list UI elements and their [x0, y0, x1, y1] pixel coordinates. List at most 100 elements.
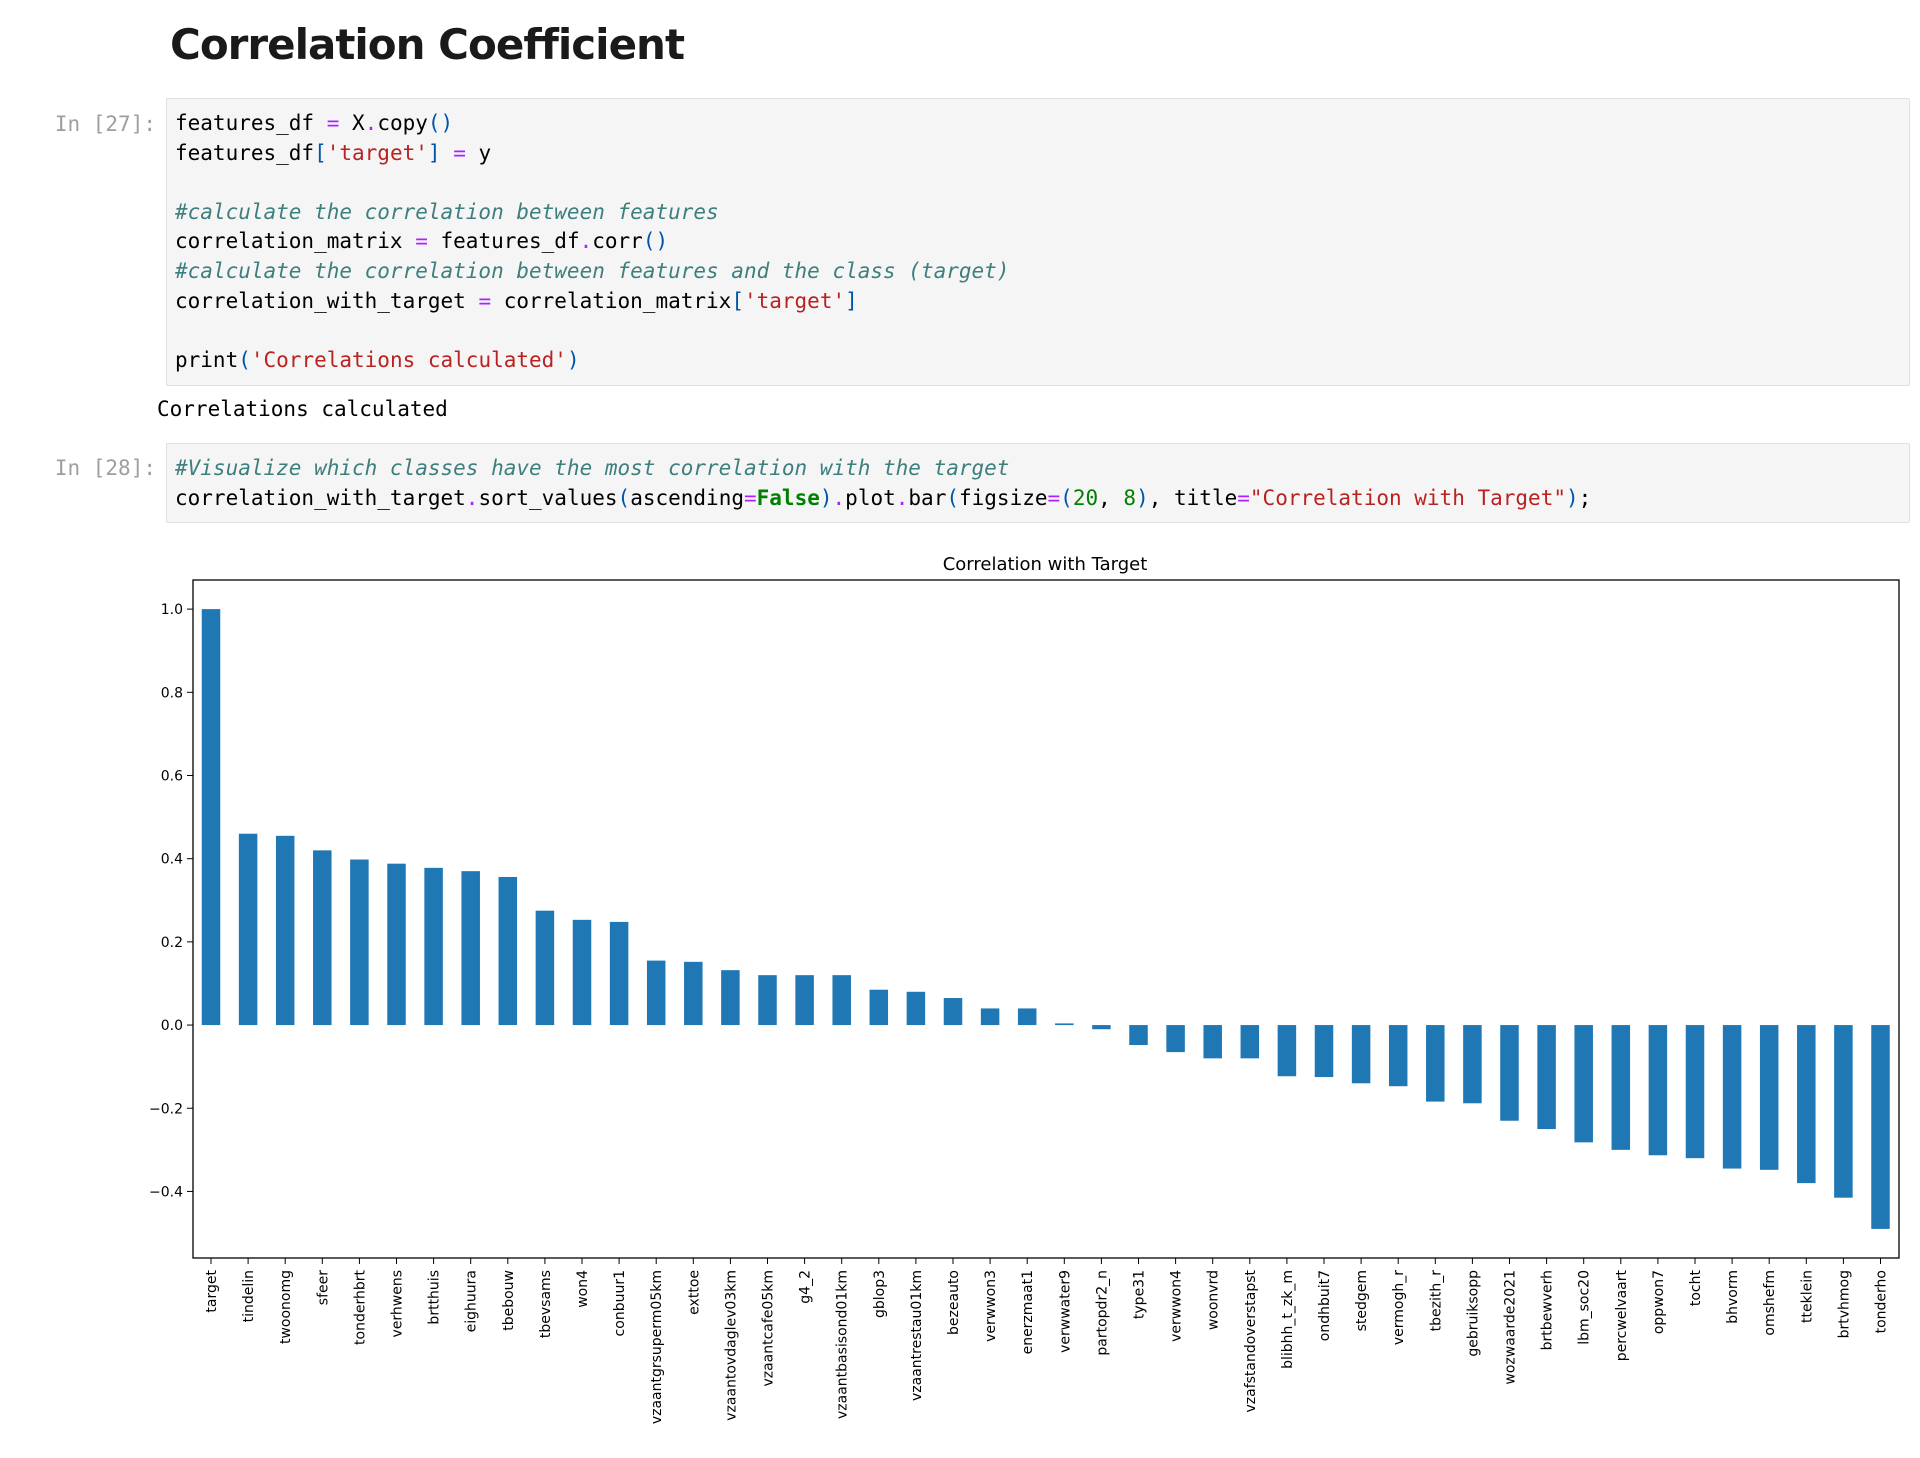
code-token: .	[579, 229, 593, 254]
code-token: False	[756, 485, 820, 510]
x-tick-label: woonvrd	[1206, 1270, 1222, 1330]
code-token: [	[731, 288, 744, 313]
code-token: (	[946, 485, 959, 510]
plot-frame	[192, 579, 1900, 1259]
x-tick-label: partopdr2_n	[1094, 1270, 1110, 1356]
code-token: .	[895, 485, 909, 510]
x-tick-label: tonderho	[1874, 1270, 1890, 1333]
code-token: ascending	[630, 485, 744, 510]
code-token: =	[1047, 485, 1061, 510]
code-line: #Visualize which classes have the most c…	[175, 454, 1901, 484]
bar-vermogh_r	[1388, 1025, 1408, 1087]
code-token: 20	[1072, 485, 1099, 510]
code-token: (	[1060, 485, 1073, 510]
x-tick-label: wozwaarde2021	[1503, 1270, 1519, 1385]
code-token: [	[314, 140, 327, 165]
bar-type31	[1129, 1025, 1148, 1046]
code-token: X	[339, 111, 365, 135]
x-tick-label: exttoe	[686, 1270, 702, 1315]
code-token	[441, 141, 454, 165]
x-tick-label: vzafstandoverstapst	[1243, 1269, 1259, 1412]
code-token: correlation_with_target	[175, 288, 479, 313]
x-tick-label: vzaantrestau01km	[909, 1270, 925, 1401]
code-token: (	[238, 347, 251, 372]
x-tick-label: type31	[1132, 1270, 1148, 1319]
code-token: corr	[592, 229, 643, 254]
bar-vzaantbasisond01km	[832, 975, 851, 1026]
code-token: features_df	[427, 229, 580, 254]
code-token: )	[819, 485, 833, 510]
bar-lbm_soc20	[1574, 1025, 1593, 1143]
x-tick-label: target	[204, 1270, 220, 1313]
x-tick-label: verwwater9	[1057, 1270, 1073, 1353]
code-token: 8	[1123, 485, 1137, 510]
bar-bhvorm	[1722, 1025, 1742, 1169]
x-tick-label: sfeer	[315, 1270, 331, 1305]
code-token: (	[617, 485, 631, 510]
bar-vzaantcafe05km	[758, 975, 777, 1026]
bar-twoonomg	[275, 835, 295, 1026]
bar-verhwens	[387, 863, 406, 1026]
code-token: ;	[1578, 485, 1592, 510]
code-token: features_df	[175, 111, 327, 135]
bar-verwwater9	[1055, 1023, 1074, 1026]
bar-brtthuis	[424, 867, 443, 1026]
bar-gblop3	[869, 989, 889, 1026]
x-tick-label: vermogh_r	[1391, 1270, 1407, 1345]
y-tick-label: 0.8	[161, 685, 183, 701]
code-token: #calculate the correlation between featu…	[175, 199, 719, 224]
bar-g4_2	[795, 975, 814, 1026]
x-tick-label: lbm_soc20	[1577, 1270, 1593, 1345]
x-tick-label: ondhbuit7	[1317, 1270, 1333, 1341]
x-tick-label: blibhh_t_zk_m	[1280, 1270, 1296, 1369]
code-line	[175, 168, 1901, 198]
code-token: )	[566, 347, 580, 372]
bar-enerzmaat1	[1017, 1008, 1037, 1026]
bar-brtvhmog	[1834, 1025, 1853, 1198]
bar-tonderho	[1871, 1025, 1890, 1229]
x-tick-label: brtvhmog	[1836, 1270, 1852, 1338]
bar-eighuura	[461, 871, 480, 1026]
code-line: #calculate the correlation between featu…	[175, 257, 1901, 287]
y-tick-label: 0.0	[161, 1018, 183, 1034]
code-token: plot	[845, 485, 896, 510]
code-cell-28[interactable]: #Visualize which classes have the most c…	[166, 443, 1910, 523]
bar-percwelvaart	[1611, 1025, 1631, 1150]
code-line: #calculate the correlation between featu…	[175, 198, 1901, 228]
code-token: ()	[427, 111, 454, 135]
y-tick-label: 0.4	[161, 852, 183, 868]
code-token: =	[453, 140, 466, 165]
bar-brtbewverh	[1537, 1025, 1556, 1130]
x-tick-label: won4	[575, 1270, 591, 1308]
x-tick-label: vzaantgrsuperm05km	[649, 1270, 665, 1424]
x-tick-label: tindelin	[241, 1270, 257, 1322]
y-tick-label: 1.0	[161, 602, 183, 618]
bar-bezeauto	[943, 998, 963, 1026]
correlation-bar-chart: Correlation with Target −0.4 −0.2 0.0 0.2 0.…	[149, 554, 1900, 1424]
x-tick-label: verhwens	[390, 1270, 406, 1338]
code-line	[175, 316, 1901, 346]
code-token: "Correlation with Target"	[1249, 485, 1566, 510]
code-token: .	[364, 111, 378, 135]
bar-wozwaarde2021	[1500, 1025, 1519, 1121]
x-tick-label: vzaantovdaglev03km	[723, 1270, 739, 1421]
x-tick-label: bezeauto	[946, 1270, 962, 1335]
code-token: bar	[908, 485, 947, 510]
code-token: =	[478, 288, 492, 313]
code-token: 'target'	[326, 140, 428, 165]
bar-tocht	[1685, 1025, 1705, 1159]
bar-vzaantovdaglev03km	[721, 970, 740, 1026]
x-tick-label: vzaantbasisond01km	[835, 1270, 851, 1419]
code-token: )	[1136, 485, 1149, 510]
code-token: y	[465, 140, 492, 165]
bar-target	[201, 609, 221, 1026]
x-tick-label: eighuura	[464, 1270, 480, 1332]
bar-stedgem	[1351, 1025, 1371, 1084]
x-tick-label: gebruiksopp	[1465, 1270, 1481, 1357]
code-line: correlation_with_target = correlation_ma…	[175, 287, 1901, 317]
cell-prompt-27: In [27]:	[54, 112, 156, 136]
code-token: figsize	[959, 485, 1048, 510]
code-cell-27[interactable]: features_df = X.copy() features_df['targe…	[166, 98, 1910, 386]
code-token: correlation_matrix	[175, 229, 416, 254]
code-token: #Visualize which classes have the most c…	[175, 456, 1010, 480]
